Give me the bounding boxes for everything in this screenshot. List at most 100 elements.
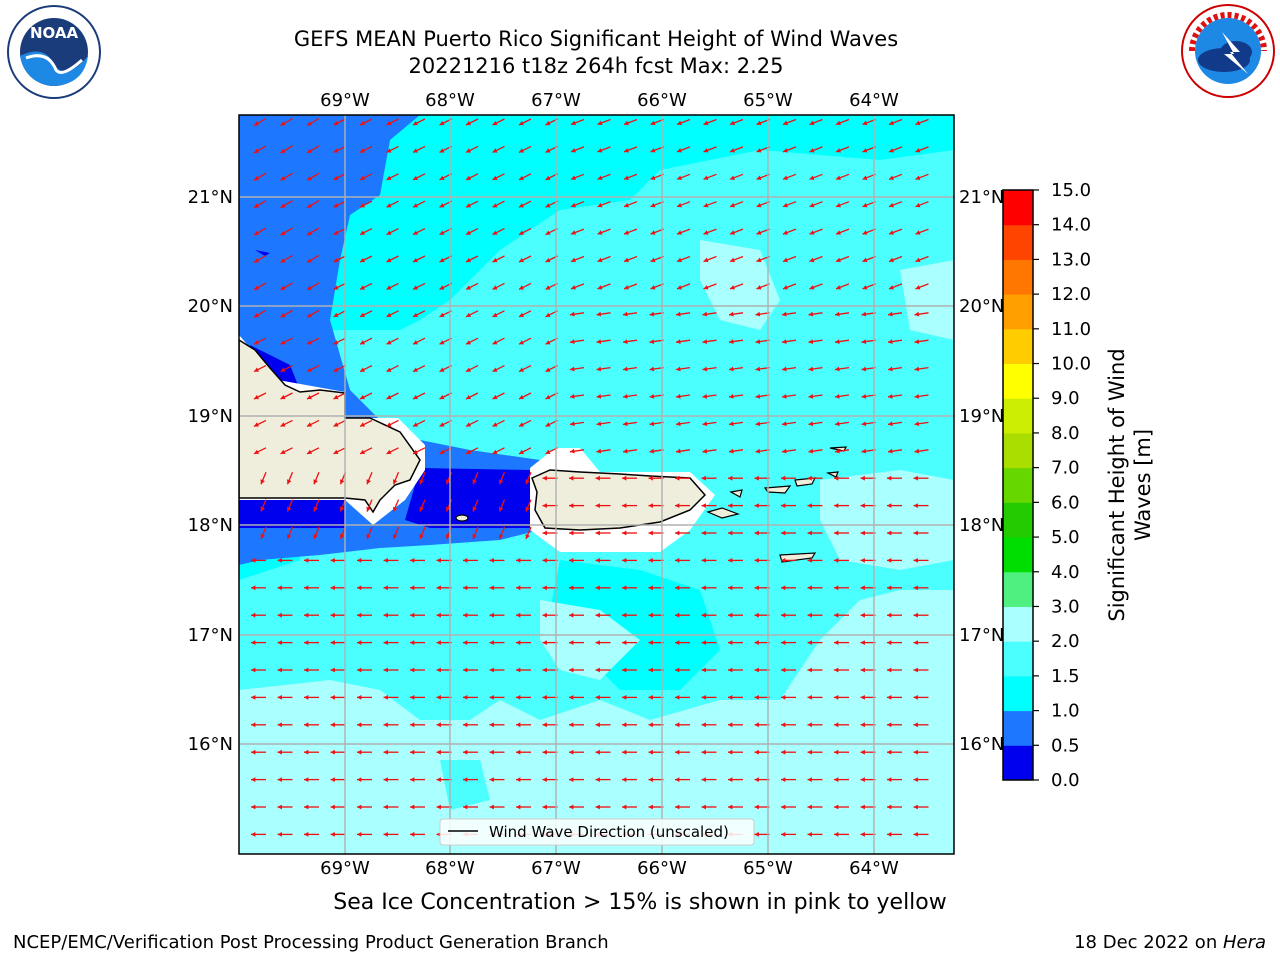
chart-title: GEFS MEAN Puerto Rico Significant Height…: [293, 27, 899, 51]
wave-direction-arrow-head: [754, 804, 759, 810]
wave-direction-arrow-head: [675, 558, 680, 563]
wave-direction-arrow-head: [648, 695, 653, 700]
colorbar-tick-label: 7.0: [1051, 458, 1080, 479]
wave-direction-arrow-head: [466, 203, 471, 208]
wave-direction-arrow-head: [808, 421, 814, 427]
wave-direction-arrow-head: [260, 479, 265, 485]
wave-direction-arrow-head: [492, 148, 498, 153]
colorbar-segment: [1003, 571, 1033, 607]
wave-direction-arrow-head: [860, 695, 865, 700]
wave-direction-arrow-head: [677, 202, 682, 208]
wave-direction-arrow-head: [516, 612, 521, 618]
wave-direction-arrow-head: [888, 339, 893, 344]
wave-direction-arrow-head: [649, 339, 655, 344]
wave-direction-arrow-head: [410, 749, 415, 755]
wave-direction-arrow-head: [597, 120, 603, 126]
wave-direction-arrow-head: [781, 832, 786, 837]
wave-direction-arrow-head: [542, 749, 547, 755]
wave-direction-arrow-head: [254, 203, 259, 208]
wave-direction-arrow-head: [333, 422, 339, 427]
colorbar: [1002, 189, 1034, 781]
wave-direction-arrow-head: [413, 367, 418, 372]
wave-direction-arrow-head: [542, 612, 547, 618]
wave-direction-arrow-head: [525, 534, 530, 539]
wave-direction-arrow-head: [888, 394, 893, 399]
lon-tick-label: 68°W: [425, 90, 475, 111]
wave-direction-arrow-head: [251, 612, 256, 618]
wave-direction-arrow-head: [410, 640, 415, 645]
wave-direction-arrow-head: [386, 230, 392, 235]
wave-direction-arrow-head: [463, 804, 468, 810]
wave-direction-arrow-head: [492, 340, 498, 345]
wave-direction-arrow-head: [280, 367, 286, 372]
wave-direction-arrow-head: [834, 777, 839, 782]
wave-direction-arrow-head: [755, 448, 761, 454]
wave-direction-arrow-head: [913, 585, 918, 591]
wave-direction-arrow-head: [277, 832, 282, 837]
wave-direction-arrow-head: [545, 312, 551, 317]
wave-direction-arrow-head: [436, 777, 441, 782]
wave-direction-arrow-head: [466, 175, 471, 180]
wave-direction-arrow-head: [862, 120, 868, 126]
wave-direction-arrow-head: [807, 475, 812, 481]
wave-direction-arrow-head: [410, 612, 415, 618]
colorbar-segment: [1003, 606, 1033, 642]
wave-direction-arrow-head: [836, 257, 841, 263]
wave-direction-arrow-head: [622, 530, 627, 536]
wave-direction-arrow-head: [330, 585, 335, 591]
wave-direction-arrow-head: [887, 777, 892, 782]
wave-direction-arrow-head: [542, 530, 547, 536]
colorbar-tick-label: 5.0: [1051, 527, 1080, 548]
wave-direction-arrow-head: [729, 448, 734, 454]
wave-direction-arrow-head: [701, 777, 706, 782]
wave-direction-arrow-head: [519, 394, 524, 400]
wave-direction-arrow-head: [360, 230, 365, 235]
wave-direction-arrow-head: [781, 722, 786, 728]
wave-direction-arrow-head: [701, 530, 706, 536]
wave-direction-arrow-head: [913, 530, 918, 536]
wave-direction-arrow-head: [569, 503, 574, 508]
lat-tick-label: 20°N: [188, 296, 233, 317]
wave-direction-arrow-head: [570, 421, 575, 427]
wave-direction-arrow-head: [782, 394, 787, 399]
wave-direction-arrow-head: [570, 311, 575, 317]
wave-direction-arrow-head: [436, 804, 441, 810]
wave-direction-arrow-head: [330, 667, 335, 673]
wave-direction-arrow-head: [914, 311, 920, 317]
wave-direction-arrow-head: [596, 366, 602, 372]
wave-direction-arrow-head: [677, 285, 682, 290]
wave-direction-arrow-head: [860, 530, 865, 536]
wave-band-0.0-0.5: [255, 250, 270, 256]
wave-direction-arrow-head: [783, 285, 788, 290]
wave-direction-arrow-head: [861, 339, 867, 344]
wave-direction-arrow-head: [887, 612, 892, 618]
wave-direction-arrow-head: [277, 804, 282, 810]
wave-direction-arrow-head: [834, 804, 839, 810]
wave-direction-arrow-head: [807, 558, 812, 563]
wave-direction-arrow-head: [570, 448, 575, 454]
wave-direction-arrow-head: [516, 695, 521, 700]
wave-direction-arrow-head: [466, 120, 471, 126]
wave-direction-arrow-head: [516, 722, 521, 728]
wave-direction-arrow-head: [519, 257, 524, 263]
wave-direction-arrow-head: [439, 285, 445, 290]
wave-direction-arrow-head: [730, 148, 735, 153]
wave-direction-arrow-head: [860, 612, 865, 618]
wave-direction-arrow-head: [313, 479, 318, 485]
wave-direction-arrow-head: [463, 585, 468, 591]
wave-direction-arrow-head: [463, 722, 468, 728]
wave-direction-arrow-head: [498, 506, 504, 512]
wave-direction-arrow-head: [781, 777, 786, 782]
wave-direction-arrow-head: [728, 777, 733, 782]
wave-direction-arrow-head: [650, 257, 656, 263]
wave-direction-arrow-head: [439, 394, 445, 400]
wave-direction-arrow-head: [596, 448, 602, 454]
wave-direction-arrow-head: [703, 120, 709, 126]
colorbar-segment: [1003, 259, 1033, 295]
wave-direction-arrow-head: [542, 475, 547, 481]
lat-tick-label: 21°N: [959, 187, 1004, 208]
wave-direction-arrow-head: [333, 449, 339, 454]
wave-direction-arrow-head: [304, 667, 309, 673]
wave-direction-arrow-head: [463, 777, 468, 782]
wave-direction-arrow-head: [675, 722, 680, 728]
